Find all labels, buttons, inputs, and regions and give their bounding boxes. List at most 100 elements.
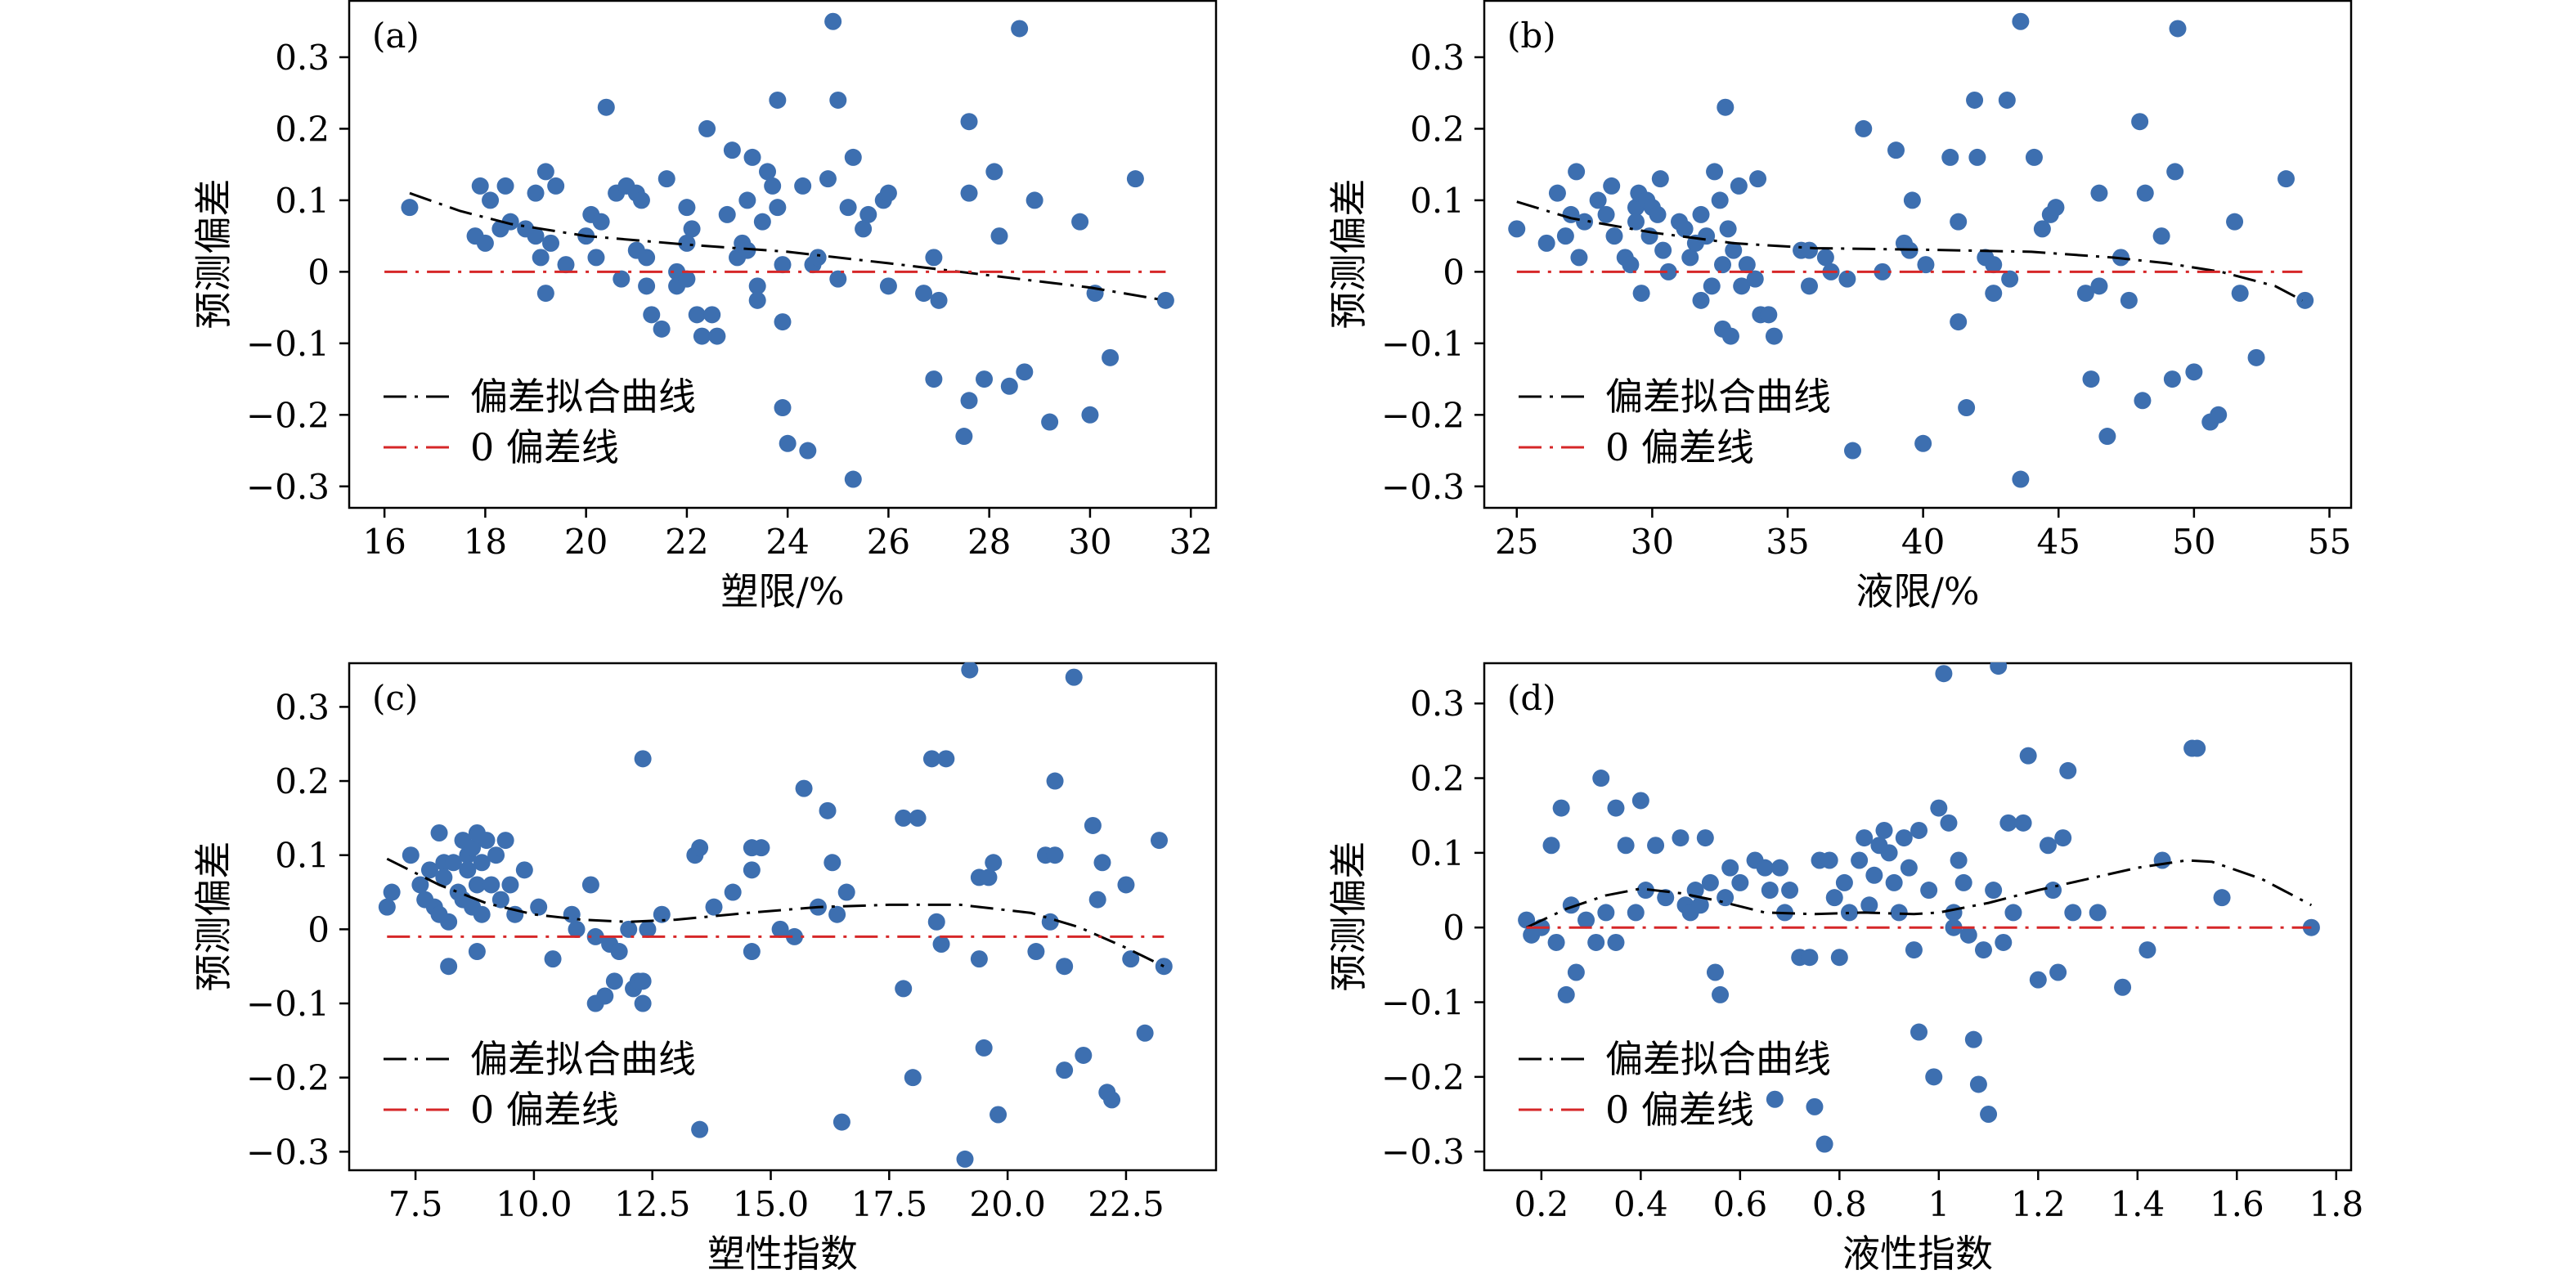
y-tick-label: 0.2 (1410, 109, 1465, 149)
data-point (632, 191, 650, 209)
data-point (1801, 949, 1819, 967)
data-point (1597, 904, 1615, 922)
x-tick-label: 24 (765, 522, 809, 562)
data-point (769, 91, 787, 109)
data-point (496, 832, 514, 850)
data-point (1766, 1090, 1784, 1108)
data-point (1840, 904, 1858, 922)
data-point (961, 662, 979, 679)
scatter-series (401, 12, 1174, 488)
data-point (1756, 859, 1774, 877)
data-point (1968, 148, 1986, 166)
panel-label: (c) (372, 678, 418, 718)
data-point (990, 227, 1008, 245)
y-tick-label: 0.1 (1410, 833, 1465, 873)
data-point (1959, 926, 1977, 944)
data-point (927, 913, 945, 931)
data-point (1964, 1030, 1982, 1048)
y-tick-label: 0.1 (275, 181, 330, 221)
panel-label: (d) (1507, 678, 1556, 718)
plot-frame (348, 0, 1218, 509)
data-point (478, 832, 496, 850)
y-tick-label: −0.3 (1381, 1132, 1465, 1172)
data-point (1103, 1091, 1121, 1109)
data-point (1041, 413, 1059, 431)
data-point (879, 277, 897, 295)
y-tick-label: −0.3 (246, 467, 330, 507)
y-tick-label: 0.2 (275, 761, 330, 801)
y-tick-label: −0.2 (1381, 395, 1465, 435)
data-point (1126, 170, 1144, 188)
legend-label: 0 偏差线 (470, 425, 619, 469)
data-point (2231, 285, 2249, 303)
legend-label: 偏差拟合曲线 (1605, 1037, 1831, 1081)
data-point (2138, 941, 2156, 959)
data-point (1945, 904, 1963, 922)
data-point (2090, 184, 2108, 202)
data-point (544, 950, 562, 968)
data-point (678, 270, 696, 288)
data-point (2076, 285, 2094, 303)
x-tick-label: 22.5 (1088, 1184, 1165, 1224)
data-point (2047, 199, 2065, 217)
data-point (1914, 434, 1932, 452)
x-tick-label: 17.5 (851, 1184, 928, 1224)
data-point (764, 177, 782, 195)
data-point (1632, 285, 1650, 303)
data-point (1935, 665, 1953, 683)
data-point (2185, 363, 2203, 381)
data-point (718, 205, 736, 223)
data-point (771, 920, 789, 938)
data-point (1692, 291, 1710, 309)
y-tick-label: 0.2 (1410, 759, 1465, 799)
data-point (610, 943, 628, 961)
data-point (1746, 270, 1764, 288)
data-point (1835, 873, 1853, 891)
data-point (1592, 770, 1610, 788)
data-point (440, 913, 458, 931)
y-tick-label: −0.1 (246, 984, 330, 1024)
data-point (1940, 814, 1958, 832)
data-point (2114, 978, 2132, 996)
data-point (1654, 241, 1672, 259)
data-point (440, 958, 458, 976)
data-point (638, 277, 656, 295)
data-point (2049, 963, 2067, 981)
data-point (401, 199, 419, 217)
data-point (1056, 1061, 1074, 1079)
data-point (643, 306, 661, 324)
data-point (1691, 896, 1709, 914)
data-point (2153, 851, 2171, 869)
data-point (1917, 256, 1935, 274)
data-point (915, 285, 933, 303)
data-point (378, 898, 396, 916)
data-point (859, 205, 877, 223)
data-point (2226, 213, 2244, 231)
data-point (1887, 141, 1905, 159)
data-point (1647, 837, 1665, 855)
x-tick-label: 20.0 (969, 1184, 1046, 1224)
fit-curve (386, 857, 1165, 968)
panel-label: (b) (1507, 16, 1556, 56)
data-point (960, 392, 978, 410)
data-point (2213, 889, 2231, 907)
x-tick-label: 0.8 (1812, 1184, 1867, 1224)
data-point (1801, 241, 1818, 259)
y-tick-label: 0.3 (275, 687, 330, 727)
data-point (1974, 941, 1992, 959)
data-point (1093, 854, 1111, 872)
data-point (1542, 837, 1560, 855)
data-point (693, 327, 711, 345)
data-point (634, 750, 652, 768)
data-point (1874, 263, 1892, 280)
data-point (795, 779, 813, 797)
data-point (1925, 1068, 1943, 1086)
fit-curve (409, 191, 1166, 302)
data-point (1765, 327, 1783, 345)
data-point (2012, 470, 2030, 488)
data-point (1950, 851, 1968, 869)
data-point (1856, 829, 1874, 847)
data-point (592, 213, 610, 231)
data-point (976, 370, 994, 388)
data-point (1117, 876, 1135, 894)
